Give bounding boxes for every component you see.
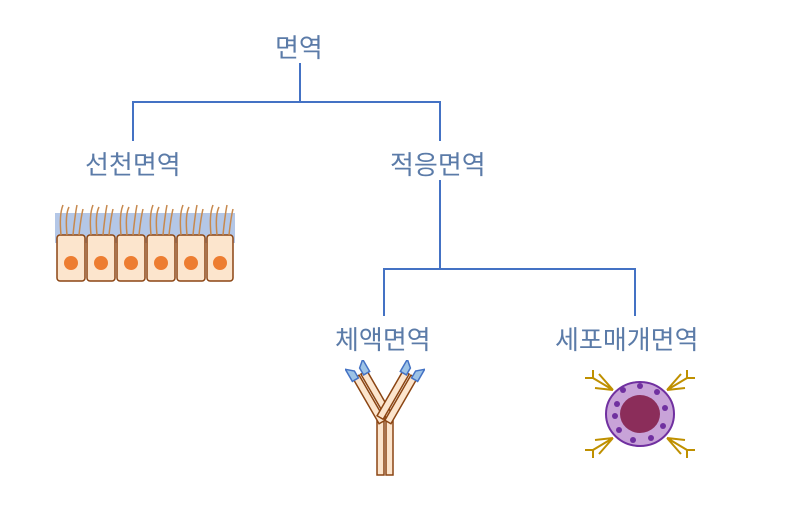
node-root: 면역 — [275, 28, 323, 65]
node-cellmediated: 세포매개면역 — [555, 320, 699, 357]
antibody-icon — [345, 360, 425, 480]
node-adaptive: 적응면역 — [390, 145, 486, 182]
tree-edge — [383, 268, 385, 316]
tree-edge — [132, 101, 441, 103]
epithelium-icon — [55, 195, 235, 285]
tree-edge — [634, 268, 636, 316]
node-humoral: 체액면역 — [335, 320, 431, 357]
tree-edge — [439, 180, 441, 270]
tree-edge — [132, 101, 134, 141]
tree-edge — [439, 101, 441, 141]
tree-edge — [299, 63, 301, 103]
tcell-icon — [575, 360, 705, 470]
node-innate: 선천면역 — [85, 145, 181, 182]
tree-edge — [383, 268, 636, 270]
